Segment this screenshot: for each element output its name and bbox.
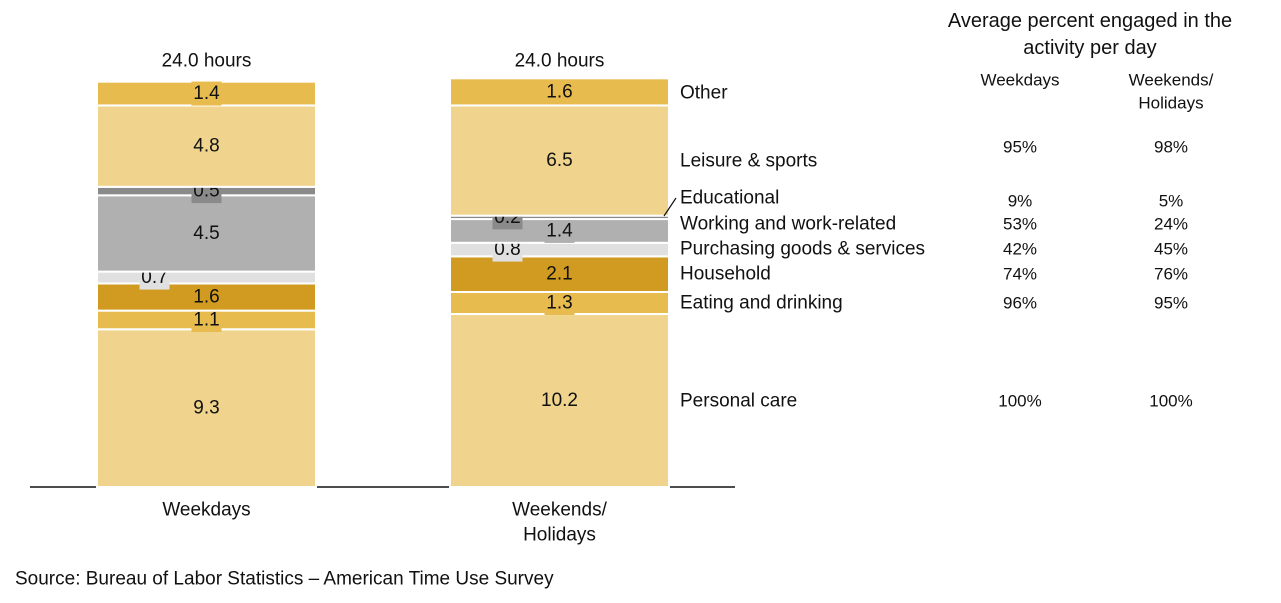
data-label: 1.6 [193, 287, 219, 308]
data-label-box [544, 218, 575, 243]
table-cell: 95% [1154, 294, 1188, 313]
data-label: 6.5 [546, 150, 572, 171]
table-cell: 5% [1159, 192, 1184, 211]
legend-label: Personal care [680, 391, 797, 412]
table-title: Average percent engaged in the [948, 10, 1232, 32]
bar-segment-purchasing-goods-services-1 [449, 241, 670, 258]
table-title: activity per day [1023, 37, 1156, 59]
table-cell: 53% [1003, 215, 1037, 234]
legend-label: Educational [680, 188, 779, 209]
bar-segment-personal-care-0 [96, 328, 317, 488]
data-label: 10.2 [541, 390, 578, 411]
category-label: Weekends/ [512, 500, 607, 521]
category-label: Weekdays [162, 500, 250, 521]
table-cell: 45% [1154, 240, 1188, 259]
data-label: 2.1 [546, 264, 572, 285]
table-column-header: Holidays [1138, 94, 1203, 113]
bar-segment-purchasing-goods-services-0 [96, 270, 317, 285]
educational-leader-line [663, 197, 677, 217]
table-column-header: Weekdays [980, 71, 1059, 90]
legend-label: Eating and drinking [680, 293, 843, 314]
legend-label: Leisure & sports [680, 151, 817, 172]
data-label-box [544, 291, 575, 316]
data-label: 4.5 [193, 223, 219, 244]
data-label: 1.4 [546, 220, 573, 241]
bar-segment-household-0 [96, 282, 317, 312]
table-cell: 100% [1149, 392, 1192, 411]
data-label-box [191, 307, 222, 332]
category-label: Holidays [523, 525, 596, 546]
source-note: Source: Bureau of Labor Statistics – Ame… [15, 569, 554, 590]
data-label: 1.1 [193, 309, 219, 330]
table-cell: 96% [1003, 294, 1037, 313]
table-cell: 24% [1154, 215, 1188, 234]
table-cell: 9% [1008, 192, 1033, 211]
legend-label: Purchasing goods & services [680, 239, 925, 260]
legend-label: Working and work-related [680, 214, 896, 235]
data-label: 1.3 [546, 293, 572, 314]
legend-label: Household [680, 264, 771, 285]
data-label: 9.3 [193, 398, 219, 419]
data-label: 1.6 [546, 81, 572, 102]
table-cell: 42% [1003, 240, 1037, 259]
table-column-header: Weekends/ [1129, 71, 1214, 90]
table-cell: 76% [1154, 265, 1188, 284]
table-cell: 98% [1154, 138, 1188, 157]
table-cell: 100% [998, 392, 1041, 411]
bar-segment-working-and-work-related-0 [96, 194, 317, 273]
legend-label: Other [680, 83, 728, 104]
bar-segment-household-1 [449, 255, 670, 293]
bar-segment-other-1 [449, 77, 670, 107]
bar-total-label: 24.0 hours [515, 51, 605, 72]
data-label-box [191, 81, 222, 106]
data-label: 1.4 [193, 83, 220, 104]
data-label: 0.8 [494, 239, 520, 260]
bar-total-label: 24.0 hours [162, 51, 252, 72]
table-cell: 74% [1003, 265, 1037, 284]
table-cell: 95% [1003, 138, 1037, 157]
bar-segment-personal-care-1 [449, 313, 670, 488]
bar-segment-leisure-sports-0 [96, 104, 317, 188]
data-label: 4.8 [193, 136, 219, 157]
bar-segment-leisure-sports-1 [449, 104, 670, 217]
